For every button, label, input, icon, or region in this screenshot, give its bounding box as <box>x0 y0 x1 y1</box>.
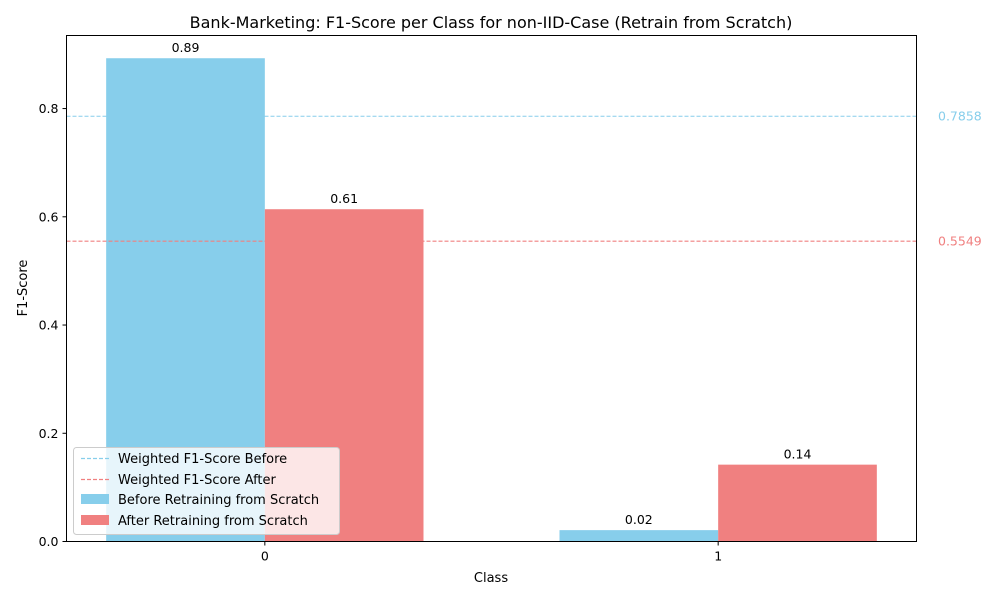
legend-frame <box>73 447 340 535</box>
legend-label-weighted-before: Weighted F1-Score Before <box>118 452 287 467</box>
bar-value-label: 0.02 <box>625 512 653 527</box>
y-tick-label: 0.2 <box>39 426 59 441</box>
data-labels: 0.89 0.02 0.61 0.14 <box>172 40 812 527</box>
legend: Weighted F1-Score Before Weighted F1-Sco… <box>73 447 340 535</box>
reference-line-value: 0.7858 <box>938 109 982 124</box>
bar-after-class-1 <box>718 464 877 542</box>
legend-label-before-retraining: Before Retraining from Scratch <box>118 493 319 508</box>
bar-value-label: 0.89 <box>172 40 200 55</box>
y-axis-label: F1-Score <box>16 260 31 317</box>
x-tick-label: 0 <box>261 549 269 564</box>
y-axis: 0.0 0.2 0.4 0.6 0.8 <box>39 101 67 549</box>
plot-frame <box>66 35 917 542</box>
bar-value-label: 0.61 <box>330 191 358 206</box>
x-tick-label: 1 <box>714 549 722 564</box>
y-tick-label: 0.0 <box>39 534 59 549</box>
bar-value-label: 0.14 <box>784 447 812 462</box>
y-tick-label: 0.6 <box>39 209 59 224</box>
chart-title: Bank-Marketing: F1-Score per Class for n… <box>190 13 793 32</box>
legend-swatch-after-retraining <box>81 515 109 525</box>
x-axis-label: Class <box>474 571 508 586</box>
legend-label-after-retraining: After Retraining from Scratch <box>118 514 308 529</box>
reference-lines: 0.7858 0.5549 <box>66 109 982 249</box>
legend-label-weighted-after: Weighted F1-Score After <box>118 473 277 488</box>
legend-swatch-before-retraining <box>81 494 109 504</box>
y-tick-label: 0.8 <box>39 101 59 116</box>
y-tick-label: 0.4 <box>39 318 59 333</box>
bar-before-class-1 <box>559 530 719 542</box>
reference-line-value: 0.5549 <box>938 234 982 249</box>
